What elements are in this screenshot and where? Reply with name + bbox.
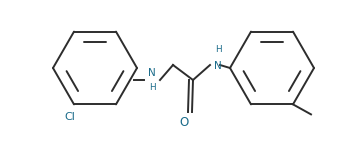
Text: N: N [148,68,156,78]
Text: H: H [215,45,221,54]
Text: N: N [214,61,222,71]
Text: O: O [179,116,189,129]
Text: Cl: Cl [65,112,76,122]
Text: H: H [149,83,155,92]
